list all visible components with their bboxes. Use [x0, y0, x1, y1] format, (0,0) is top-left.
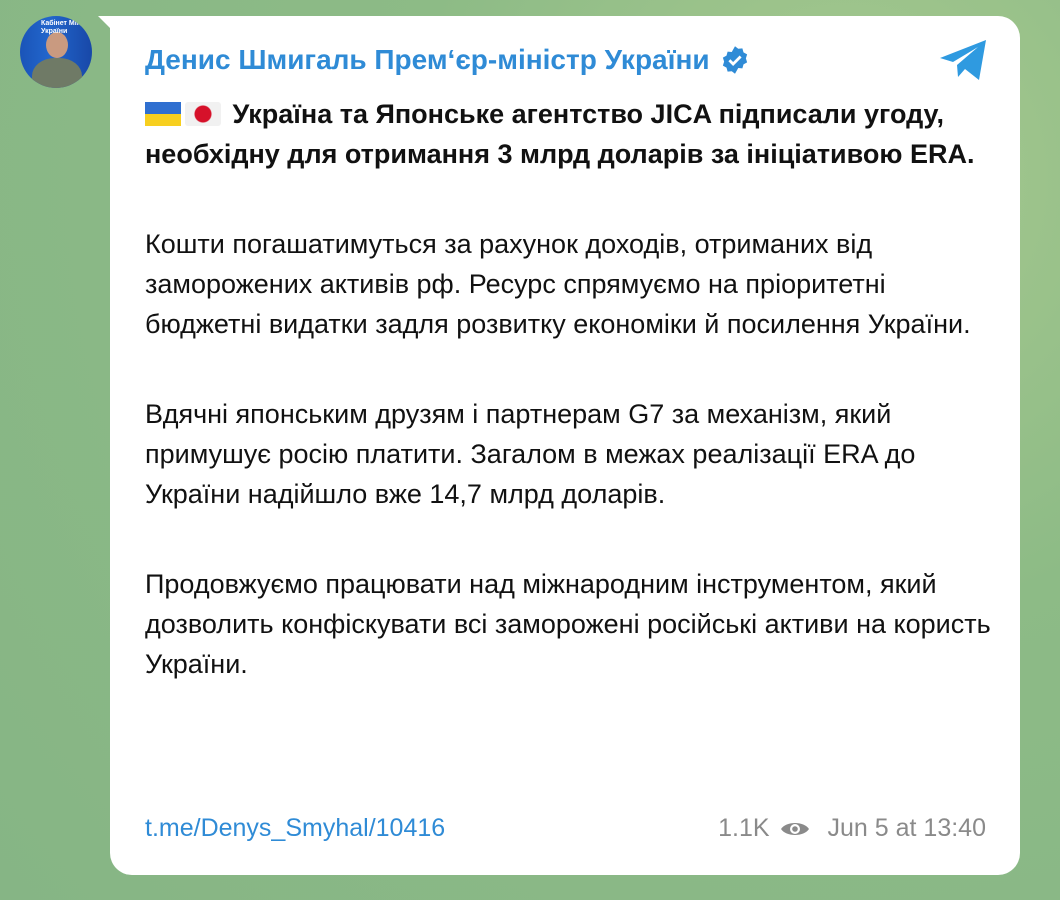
post-link[interactable]: t.me/Denys_Smyhal/10416	[145, 814, 446, 842]
message-text: Україна та Японське агентство JICA підпи…	[145, 94, 995, 734]
headline-text: Україна та Японське агентство JICA підпи…	[145, 99, 975, 169]
telegram-logo-icon[interactable]	[938, 38, 990, 82]
headline: Україна та Японське агентство JICA підпи…	[145, 94, 995, 174]
avatar-caption: Кабінет Міністрів України	[41, 20, 92, 35]
avatar-person	[32, 58, 82, 88]
message-bubble: Денис Шмигаль Прем‘єр-міністр України Ук…	[110, 16, 1020, 875]
verified-badge-icon	[722, 46, 747, 74]
avatar[interactable]: Кабінет Міністрів України	[20, 16, 92, 88]
ukraine-flag-icon	[145, 102, 181, 126]
channel-name[interactable]: Денис Шмигаль Прем‘єр-міністр України	[145, 44, 750, 76]
paragraph: Продовжуємо працювати над міжнародним ін…	[145, 569, 991, 679]
view-count: 1.1K	[718, 814, 770, 842]
avatar-head	[46, 32, 68, 58]
post-date: Jun 5 at 13:40	[827, 814, 986, 842]
paragraph: Кошти погашатимуться за рахунок доходів,…	[145, 229, 971, 339]
message-meta: 1.1K Jun 5 at 13:40	[718, 814, 986, 843]
channel-name-text: Денис Шмигаль Прем‘єр-міністр України	[145, 44, 710, 75]
japan-flag-icon	[185, 102, 221, 126]
message-footer: t.me/Denys_Smyhal/10416 1.1K Jun 5 at 13…	[145, 814, 986, 843]
paragraph: Вдячні японським друзям і партнерам G7 з…	[145, 399, 916, 509]
eye-icon	[780, 822, 809, 835]
